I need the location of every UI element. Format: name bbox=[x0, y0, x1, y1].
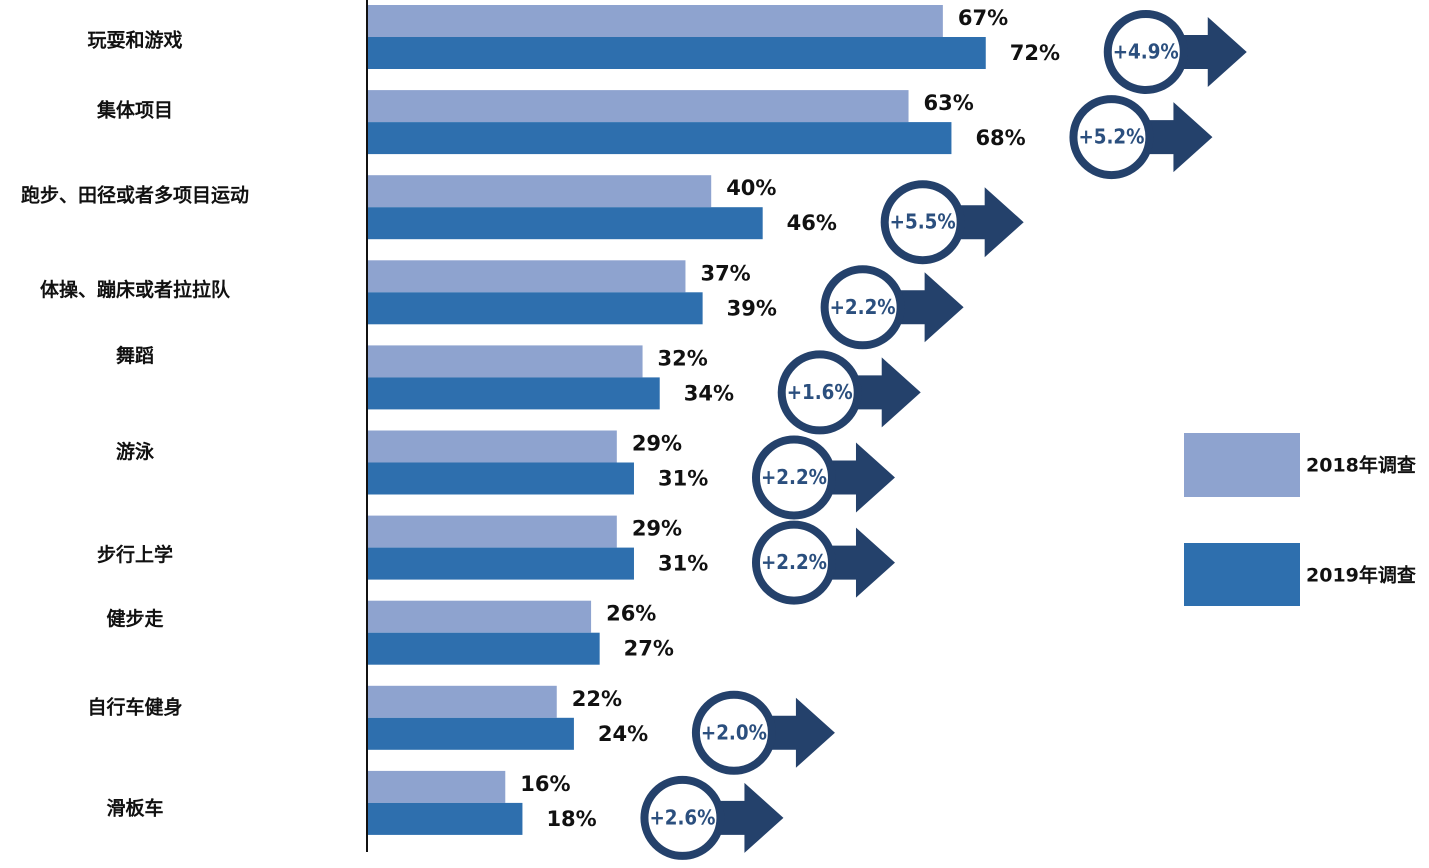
change-arrow-9 bbox=[707, 782, 784, 853]
bar-2019-9 bbox=[368, 802, 523, 835]
category-label-3: 体操、蹦床或者拉拉队 bbox=[40, 278, 231, 301]
change-circle-6 bbox=[751, 520, 836, 605]
category-label-6: 步行上学 bbox=[97, 543, 173, 566]
bar-2018-8 bbox=[368, 685, 557, 718]
bar-2019-8 bbox=[368, 717, 574, 750]
bar-2018-2 bbox=[368, 175, 712, 208]
value-label-2018-1: 63% bbox=[924, 91, 974, 115]
value-label-2019-9: 18% bbox=[546, 807, 596, 831]
value-label-2019-7: 27% bbox=[624, 637, 674, 661]
change-circle-9 bbox=[640, 775, 725, 860]
change-circle-8 bbox=[691, 690, 776, 775]
change-badge-2: +5.5% bbox=[880, 180, 1024, 265]
change-label-2: +5.5% bbox=[890, 210, 956, 234]
value-label-2019-0: 72% bbox=[1010, 41, 1060, 65]
change-arrow-8 bbox=[758, 697, 835, 768]
category-label-2: 跑步、田径或者多项目运动 bbox=[21, 184, 249, 207]
change-label-9: +2.6% bbox=[649, 805, 715, 829]
change-badge-0: +4.9% bbox=[1103, 10, 1247, 94]
bar-2019-4 bbox=[368, 377, 660, 410]
change-circle-2 bbox=[880, 180, 965, 265]
change-circle-5 bbox=[751, 435, 836, 520]
category-label-4: 舞蹈 bbox=[116, 344, 154, 367]
value-label-2019-4: 34% bbox=[684, 381, 734, 405]
change-arrow-3 bbox=[887, 272, 964, 343]
bar-2018-7 bbox=[368, 600, 592, 633]
change-arrow-2 bbox=[947, 187, 1024, 258]
change-arrow-0 bbox=[1170, 17, 1247, 87]
change-circle-0 bbox=[1103, 10, 1188, 94]
change-label-8: +2.0% bbox=[701, 720, 767, 744]
change-circle-4 bbox=[777, 350, 862, 435]
bar-2019-1 bbox=[368, 122, 952, 155]
change-badge-6: +2.2% bbox=[751, 520, 895, 605]
change-arrow-1 bbox=[1136, 102, 1213, 173]
change-badge-5: +2.2% bbox=[751, 435, 895, 520]
value-label-2018-9: 16% bbox=[520, 772, 570, 796]
value-label-2018-8: 22% bbox=[572, 687, 622, 711]
legend-swatch-2019 bbox=[1184, 543, 1300, 606]
category-label-7: 健步走 bbox=[106, 607, 163, 630]
bar-2019-6 bbox=[368, 547, 634, 580]
category-label-5: 游泳 bbox=[116, 440, 155, 463]
legend: 2018年调查 2019年调查 bbox=[1184, 433, 1417, 606]
value-label-2018-5: 29% bbox=[632, 432, 682, 456]
change-label-3: +2.2% bbox=[830, 295, 896, 319]
change-circle-3 bbox=[820, 265, 905, 350]
bar-2019-5 bbox=[368, 462, 634, 495]
bar-2019-0 bbox=[368, 37, 986, 69]
change-badge-1: +5.2% bbox=[1069, 95, 1213, 180]
bar-2018-0 bbox=[368, 5, 943, 37]
change-badge-4: +1.6% bbox=[777, 350, 921, 435]
bar-2019-2 bbox=[368, 207, 763, 240]
bar-2018-5 bbox=[368, 430, 617, 463]
value-label-2018-2: 40% bbox=[726, 176, 776, 200]
value-label-2018-7: 26% bbox=[606, 602, 656, 626]
category-label-1: 集体项目 bbox=[96, 99, 173, 122]
value-label-2019-3: 39% bbox=[727, 296, 777, 320]
change-label-4: +1.6% bbox=[787, 380, 853, 404]
change-label-1: +5.2% bbox=[1078, 125, 1144, 149]
bar-2018-9 bbox=[368, 770, 506, 803]
value-label-2019-5: 31% bbox=[658, 467, 708, 491]
legend-swatch-2018 bbox=[1184, 433, 1300, 497]
change-badge-9: +2.6% bbox=[640, 775, 784, 860]
change-label-5: +2.2% bbox=[761, 465, 827, 489]
value-label-2019-2: 46% bbox=[787, 211, 837, 235]
change-arrow-6 bbox=[818, 527, 895, 598]
change-label-0: +4.9% bbox=[1113, 40, 1179, 64]
category-label-9: 滑板车 bbox=[106, 796, 163, 819]
value-label-2019-6: 31% bbox=[658, 552, 708, 576]
value-label-2018-3: 37% bbox=[700, 261, 750, 285]
bar-2019-7 bbox=[368, 632, 600, 665]
change-label-6: +2.2% bbox=[761, 550, 827, 574]
bar-2018-1 bbox=[368, 90, 909, 123]
legend-label-2018: 2018年调查 bbox=[1306, 454, 1417, 477]
bar-2019-3 bbox=[368, 292, 703, 325]
change-arrow-5 bbox=[818, 442, 895, 513]
bar-2018-4 bbox=[368, 345, 643, 378]
bar-2018-6 bbox=[368, 515, 617, 548]
value-label-2018-4: 32% bbox=[658, 346, 708, 370]
labels-layer: 玩耍和游戏 67%72% 集体项目 63%68% 跑步、田径或者多项目运动 40% 46% 体… bbox=[21, 6, 1060, 831]
change-badge-3: +2.2% bbox=[820, 265, 964, 350]
value-label-2018-0: 67% bbox=[958, 6, 1008, 30]
change-arrow-4 bbox=[844, 357, 921, 428]
bars-layer bbox=[368, 5, 986, 835]
value-label-2019-8: 24% bbox=[598, 722, 648, 746]
value-label-2018-6: 29% bbox=[632, 517, 682, 541]
value-label-2019-1: 68% bbox=[975, 126, 1025, 150]
category-label-8: 自行车健身 bbox=[87, 695, 182, 718]
legend-label-2019: 2019年调查 bbox=[1306, 564, 1417, 587]
category-label-0: 玩耍和游戏 bbox=[87, 29, 182, 52]
change-badge-8: +2.0% bbox=[691, 690, 835, 775]
change-circle-1 bbox=[1069, 95, 1154, 180]
badges-layer: +4.9% +5.2% +5.5% +2.2% +1.6% +2.2% +2.2% +2.0%… bbox=[640, 10, 1247, 860]
bar-2018-3 bbox=[368, 260, 686, 293]
